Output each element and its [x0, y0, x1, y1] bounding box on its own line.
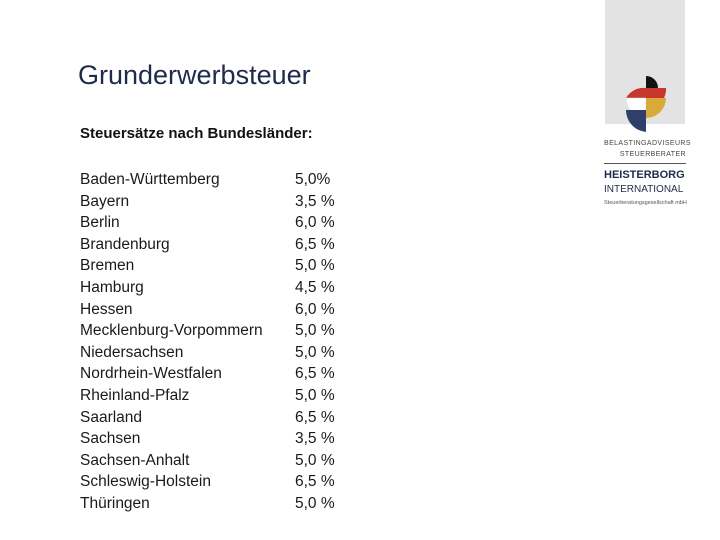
state-name: Niedersachsen	[80, 343, 184, 361]
logo-company-name: HEISTERBORG	[604, 169, 685, 181]
rate-row: Baden-Württemberg 5,0%	[80, 169, 355, 191]
tax-rate-list: Baden-Württemberg 5,0% Bayern 3,5 % Berlin…	[80, 169, 355, 515]
state-name: Thüringen	[80, 494, 150, 512]
rate-row: Saarland 6,5 %	[80, 407, 355, 429]
rate-row: Mecklenburg-Vorpommern 5,0 %	[80, 320, 355, 342]
rate-row: Rheinland-Pfalz 5,0 %	[80, 385, 355, 407]
tax-rate: 5,0 %	[295, 343, 335, 361]
state-name: Hamburg	[80, 278, 144, 296]
state-name: Nordrhein-Westfalen	[80, 365, 222, 383]
tax-rate: 3,5 %	[295, 192, 335, 210]
tax-rate: 6,0 %	[295, 300, 335, 318]
tax-rate: 3,5 %	[295, 430, 335, 448]
rate-row: Schleswig-Holstein 6,5 %	[80, 471, 355, 493]
tax-rate: 6,5 %	[295, 235, 335, 253]
tax-rate: 5,0 %	[295, 322, 335, 340]
state-name: Mecklenburg-Vorpommern	[80, 322, 263, 340]
rate-row: Thüringen 5,0 %	[80, 493, 355, 515]
state-name: Sachsen	[80, 430, 141, 448]
tax-rate: 6,0 %	[295, 214, 335, 232]
tax-rate: 4,5 %	[295, 278, 335, 296]
state-name: Bremen	[80, 257, 135, 275]
tax-rate: 5,0 %	[295, 386, 335, 404]
state-name: Bayern	[80, 192, 130, 210]
rate-row: Sachsen 3,5 %	[80, 428, 355, 450]
state-name: Rheinland-Pfalz	[80, 386, 190, 404]
state-name: Brandenburg	[80, 235, 170, 253]
logo-line-steuerberater: STEUERBERATER	[619, 151, 686, 158]
rate-row: Hamburg 4,5 %	[80, 277, 355, 299]
tax-rate: 5,0%	[295, 171, 331, 188]
logo-tagline-top: BELASTINGADVISEURS STEUERBERATER	[604, 138, 691, 160]
state-name: Sachsen-Anhalt	[80, 451, 190, 469]
logo-line-belastingadviseurs: BELASTINGADVISEURS	[604, 140, 691, 147]
section-subtitle: Steuersätze nach Bundesländer:	[80, 125, 313, 142]
rate-row: Niedersachsen 5,0 %	[80, 342, 355, 364]
rate-row: Bremen 5,0 %	[80, 255, 355, 277]
rate-row: Berlin 6,0 %	[80, 212, 355, 234]
state-name: Schleswig-Holstein	[80, 473, 211, 491]
tax-rate: 6,5 %	[295, 408, 335, 426]
logo-company-name-2: INTERNATIONAL	[604, 184, 684, 195]
logo-mark-icon	[625, 76, 667, 132]
logo-legal-form: Steuerberatungsgesellschaft mbH	[604, 200, 687, 206]
rate-row: Hessen 6,0 %	[80, 299, 355, 321]
tax-rate: 6,5 %	[295, 473, 335, 491]
tax-rate: 5,0 %	[295, 257, 335, 275]
state-name: Hessen	[80, 300, 133, 318]
state-name: Berlin	[80, 214, 120, 232]
rate-row: Bayern 3,5 %	[80, 191, 355, 213]
logo-divider	[604, 163, 686, 164]
tax-rate: 5,0 %	[295, 451, 335, 469]
rate-row: Nordrhein-Westfalen 6,5 %	[80, 363, 355, 385]
rate-row: Brandenburg 6,5 %	[80, 234, 355, 256]
state-name: Saarland	[80, 408, 143, 426]
tax-rate: 5,0 %	[295, 494, 335, 512]
state-name: Baden-Württemberg	[80, 171, 220, 188]
page-title: Grunderwerbsteuer	[78, 60, 311, 90]
tax-rate: 6,5 %	[295, 365, 335, 383]
rate-row: Sachsen-Anhalt 5,0 %	[80, 450, 355, 472]
